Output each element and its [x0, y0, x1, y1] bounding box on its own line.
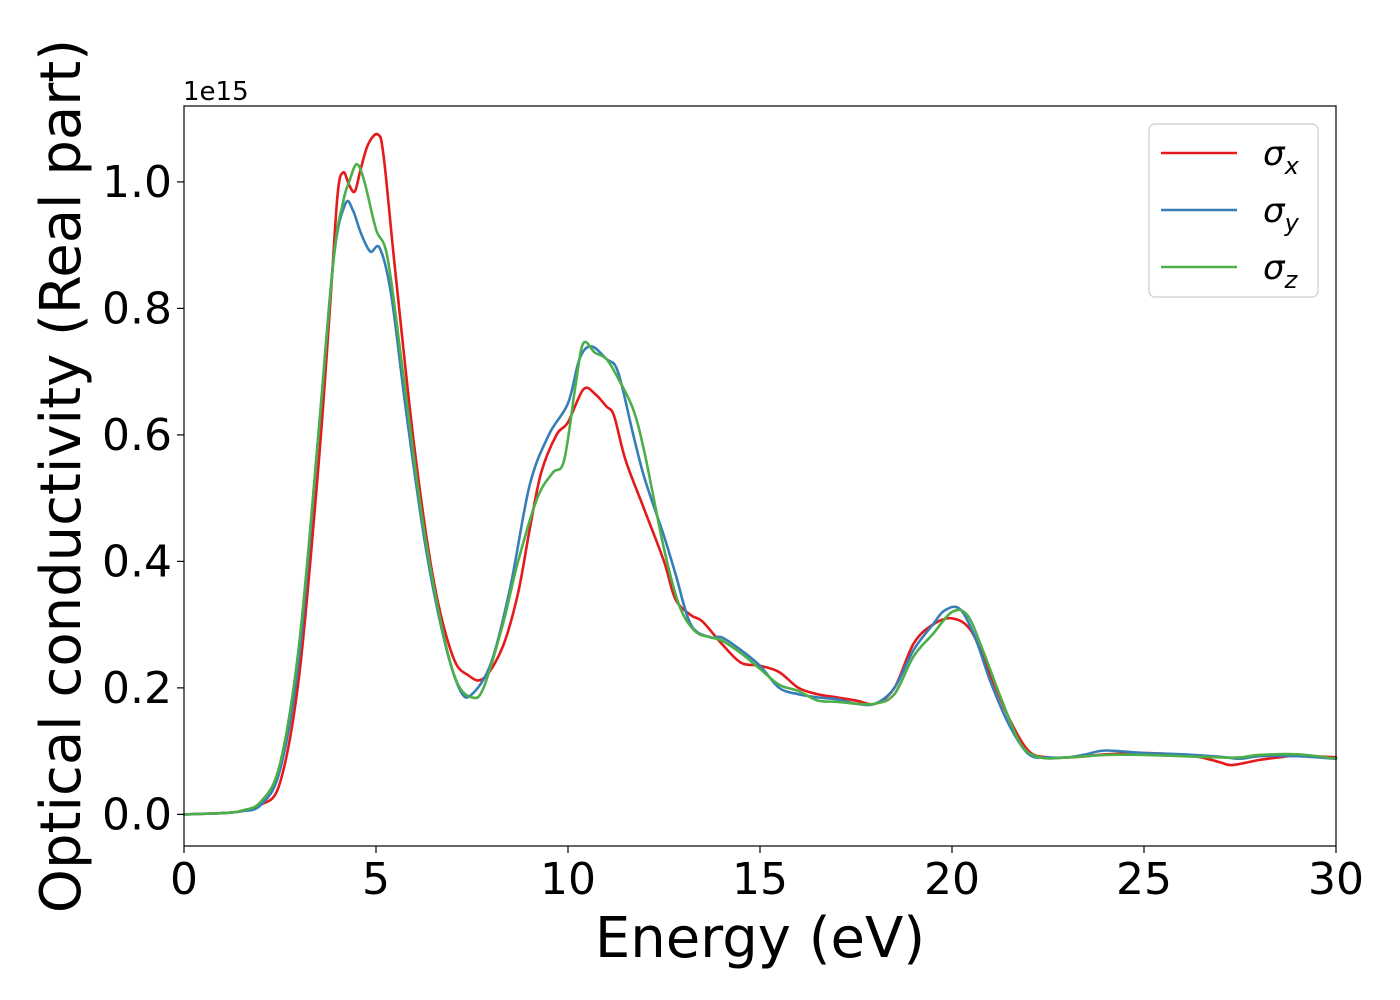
- y-axis-title: Optical conductivity (Real part): [29, 39, 94, 913]
- legend-label-x: σx: [1263, 134, 1300, 180]
- x-tick-label: 10: [540, 854, 596, 905]
- y-tick-label: 0.0: [102, 789, 172, 840]
- y-tick-label: 0.6: [102, 410, 172, 461]
- series-line-z: [182, 162, 1338, 816]
- x-tick-label: 15: [732, 854, 788, 905]
- legend-label-y: σy: [1263, 191, 1300, 237]
- y-offset-label: 1e15: [183, 77, 249, 107]
- series-layer: [182, 132, 1338, 816]
- x-tick-label: 20: [924, 854, 980, 905]
- x-tick-label: 25: [1116, 854, 1172, 905]
- x-axis-title: Energy (eV): [595, 906, 925, 971]
- x-axis-ticks: 0 5 10 15 20 25 30: [170, 846, 1364, 905]
- x-tick-label: 0: [170, 854, 198, 905]
- legend-label-z: σz: [1263, 248, 1299, 294]
- y-tick-label: 1.0: [102, 157, 172, 208]
- legend: σx σy σz: [1148, 123, 1319, 298]
- y-tick-label: 0.8: [102, 283, 172, 334]
- y-tick-label: 0.4: [102, 536, 172, 587]
- x-tick-label: 30: [1308, 854, 1364, 905]
- y-axis-ticks: 0.0 0.2 0.4 0.6 0.8 1.0: [102, 157, 184, 840]
- y-tick-label: 0.2: [102, 663, 172, 714]
- x-tick-label: 5: [362, 854, 390, 905]
